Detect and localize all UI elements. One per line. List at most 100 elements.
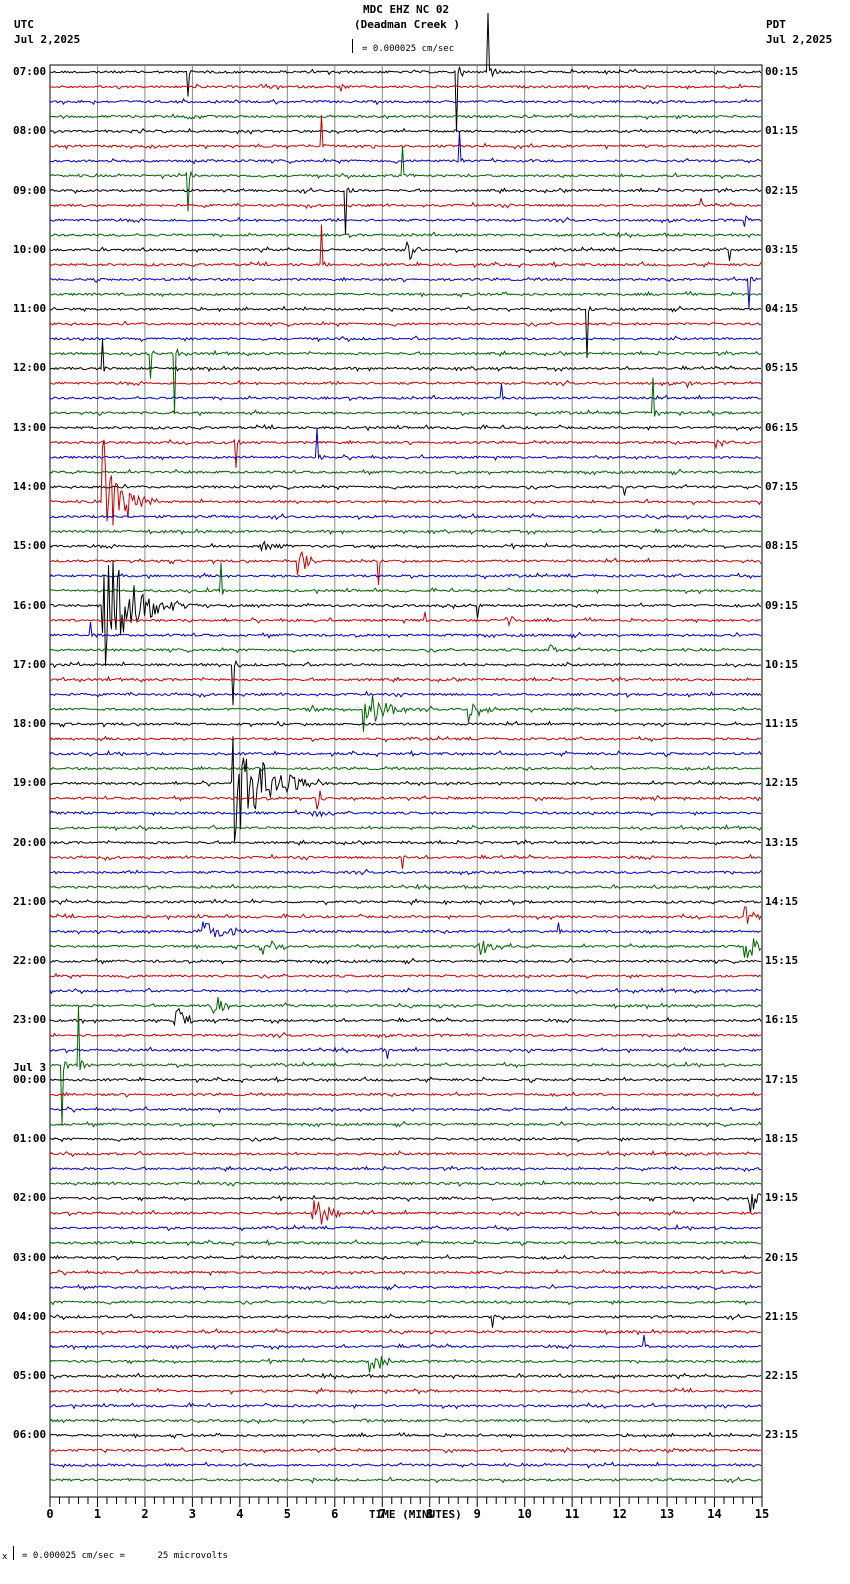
utc-hour-label: 00:00 (13, 1072, 47, 1086)
trace-row (49, 1165, 762, 1173)
trace-row (49, 439, 762, 526)
trace-row (49, 276, 762, 309)
utc-hour-label: 23:00 (13, 1013, 47, 1027)
trace-row (49, 1356, 762, 1373)
trace-row (49, 130, 762, 165)
pdt-hour-label: 20:15 (765, 1250, 799, 1264)
utc-hour-label: 19:00 (13, 776, 47, 790)
trace-row (49, 513, 762, 521)
pdt-hour-label: 17:15 (765, 1072, 799, 1086)
trace-row (49, 1006, 762, 1126)
pdt-hour-label: 16:15 (765, 1013, 799, 1027)
trace-row (49, 1254, 762, 1261)
trace-row (49, 1007, 762, 1027)
trace-row (49, 1417, 762, 1425)
pdt-hour-label: 07:15 (765, 479, 799, 493)
x-tick-label: 14 (707, 1507, 721, 1521)
trace-row (49, 987, 762, 995)
trace-row (49, 839, 762, 847)
trace-row (49, 113, 762, 121)
trace-row (49, 749, 762, 758)
pdt-hour-label: 02:15 (765, 183, 799, 197)
trace-row (49, 868, 762, 876)
x-tick-label: 3 (189, 1507, 196, 1521)
scale-bar-icon (352, 39, 353, 53)
trace-row (49, 906, 762, 924)
trace-row (49, 1447, 762, 1454)
trace-row (49, 12, 762, 132)
trace-row (49, 197, 762, 209)
pdt-hour-label: 12:15 (765, 776, 799, 790)
trace-row (49, 1334, 762, 1351)
trace-row (49, 1387, 762, 1395)
trace-row (49, 347, 762, 414)
utc-hour-label: 13:00 (13, 420, 47, 434)
trace-row (49, 853, 762, 869)
date-change-label: Jul 3 (13, 1060, 47, 1074)
x-tick-label: 11 (565, 1507, 579, 1521)
pdt-hour-label: 13:15 (765, 835, 799, 849)
trace-row (49, 611, 762, 628)
x-tick-label: 15 (755, 1507, 769, 1521)
trace-row (49, 339, 762, 373)
trace-row (49, 468, 762, 476)
footer-scale-note: = 0.000025 cm/sec = 25 microvolts (22, 1551, 228, 1561)
trace-row (49, 765, 762, 772)
trace-row (49, 644, 762, 654)
pdt-hour-label: 19:15 (765, 1191, 799, 1205)
trace-row (49, 1238, 762, 1247)
trace-row (49, 97, 762, 106)
trace-row (49, 938, 762, 959)
footer-scale-prefix: x (2, 1552, 8, 1562)
pdt-hour-label: 23:15 (765, 1428, 799, 1442)
pdt-hour-label: 03:15 (765, 242, 799, 256)
utc-hour-label: 08:00 (13, 124, 47, 138)
trace-row (49, 384, 762, 402)
pdt-hour-label: 22:15 (765, 1369, 799, 1383)
x-tick-label: 0 (46, 1507, 53, 1521)
trace-row (49, 335, 762, 343)
trace-row (49, 720, 762, 728)
x-axis-label: TIME (MINUTES) (369, 1508, 462, 1521)
trace-row (49, 115, 762, 150)
x-tick-label: 10 (517, 1507, 531, 1521)
trace-row (49, 1224, 762, 1232)
pdt-hour-label: 06:15 (765, 420, 799, 434)
utc-hour-label: 16:00 (13, 598, 47, 612)
trace-row (49, 1328, 762, 1336)
trace-row (49, 690, 762, 698)
trace-row (49, 823, 762, 832)
trace-row (49, 427, 762, 462)
trace-row (49, 1200, 762, 1225)
trace-row (49, 1031, 762, 1039)
trace-row (49, 572, 762, 580)
trace-row (49, 1476, 762, 1485)
x-tick-label: 2 (141, 1507, 148, 1521)
trace-row (49, 883, 762, 891)
pdt-hour-label: 08:15 (765, 539, 799, 553)
trace-row (49, 83, 762, 92)
pdt-hour-label: 14:15 (765, 894, 799, 908)
trace-row (49, 1091, 762, 1098)
x-tick-label: 4 (236, 1507, 243, 1521)
trace-row (49, 550, 762, 586)
pdt-hour-label: 00:15 (765, 65, 799, 78)
trace-row (49, 790, 762, 810)
trace-row (49, 957, 762, 965)
utc-hour-label: 06:00 (13, 1428, 47, 1442)
trace-row (49, 215, 762, 227)
trace-row (49, 560, 762, 667)
trace-row (49, 1283, 762, 1291)
pdt-hour-label: 01:15 (765, 124, 799, 138)
trace-row (49, 438, 761, 468)
x-tick-label: 12 (612, 1507, 626, 1521)
trace-row (49, 231, 762, 239)
scale-text: = 0.000025 cm/sec (362, 44, 455, 54)
utc-hour-label: 10:00 (13, 242, 47, 256)
utc-hour-label: 02:00 (13, 1191, 47, 1205)
trace-row (49, 1313, 762, 1328)
trace-row (49, 1150, 762, 1158)
trace-row (49, 562, 762, 595)
x-tick-label: 6 (331, 1507, 338, 1521)
